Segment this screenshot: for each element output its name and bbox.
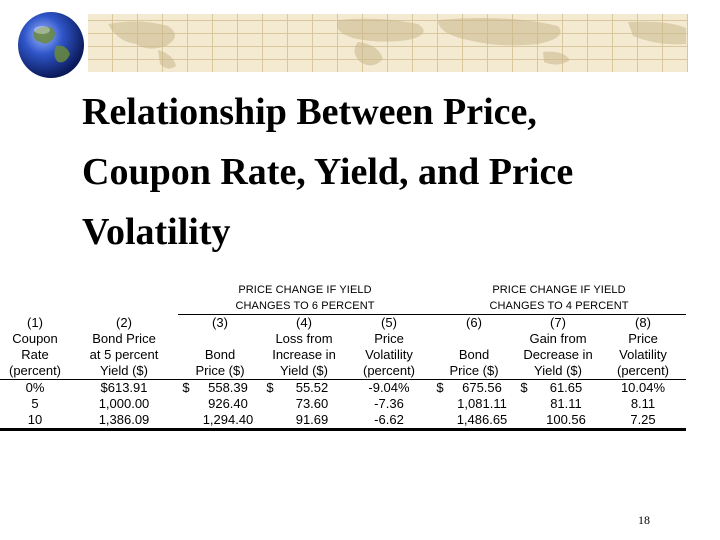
group-header-6pct-sub: CHANGES TO 6 PERCENT — [178, 298, 432, 315]
page-number: 18 — [638, 513, 650, 527]
cell-currency — [178, 412, 194, 431]
cell-currency — [516, 396, 532, 412]
cell-currency — [516, 412, 532, 431]
col-header: Volatility — [619, 347, 667, 362]
cell-bond-price-4pct: 1,081.11 — [457, 396, 507, 411]
col-header: Yield ($) — [70, 363, 178, 380]
col-header: Coupon — [12, 331, 58, 346]
col-number: (3) — [212, 315, 228, 330]
cell-coupon-rate: 0% — [25, 380, 45, 395]
column-header-row: Rate at 5 percent Bond Increase in Volat… — [0, 347, 686, 363]
title-line: Relationship Between Price, — [82, 91, 537, 133]
table-row: 0% $613.91 $ 558.39 $ 55.52 -9.04% $ 675… — [0, 380, 686, 397]
column-number-row: (1) (2) (3) (4) (5) (6) (7) (8) — [0, 315, 686, 332]
col-header: Bond — [458, 347, 490, 362]
cell-loss-from-increase: 55.52 — [295, 380, 329, 395]
col-header — [178, 331, 262, 347]
cell-volatility-6pct: -6.62 — [346, 412, 432, 431]
col-header: at 5 percent — [89, 347, 159, 362]
cell-volatility-6pct: -9.04% — [368, 380, 410, 395]
cell-currency — [432, 412, 448, 431]
col-header: Bond — [204, 347, 236, 362]
col-number: (1) — [27, 315, 43, 330]
bond-price-volatility-table: PRICE CHANGE IF YIELD PRICE CHANGE IF YI… — [0, 282, 686, 431]
title-line: Coupon Rate, Yield, and Price — [82, 151, 574, 193]
group-header-6pct: PRICE CHANGE IF YIELD — [178, 282, 432, 298]
cell-bond-price-5pct: 1,386.09 — [70, 412, 178, 431]
table-row: 10 1,386.09 1,294.40 91.69 -6.62 1,486.6… — [0, 412, 686, 431]
col-header — [432, 331, 516, 347]
cell-bond-price-6pct: 926.40 — [208, 396, 248, 411]
cell-currency: $ — [182, 380, 190, 395]
col-header: (percent) — [0, 363, 70, 380]
cell-volatility-4pct: 10.04% — [620, 380, 666, 395]
cell-currency — [262, 412, 278, 431]
world-map-banner — [88, 14, 688, 72]
cell-bond-price-4pct: 1,486.65 — [448, 412, 516, 431]
cell-loss-from-increase: 91.69 — [278, 412, 346, 431]
cell-volatility-6pct: -7.36 — [374, 396, 404, 411]
col-header: Increase in — [272, 347, 336, 362]
cell-coupon-rate: 10 — [0, 412, 70, 431]
group-header-4pct-sub: CHANGES TO 4 PERCENT — [432, 298, 686, 315]
col-number: (7) — [550, 315, 566, 330]
cell-volatility-4pct: 8.11 — [630, 396, 656, 411]
group-header-line: PRICE CHANGE IF YIELD — [238, 284, 372, 296]
col-header: Volatility — [365, 347, 413, 362]
col-header: Gain from — [529, 331, 587, 346]
cell-coupon-rate: 5 — [31, 396, 39, 411]
group-header-4pct: PRICE CHANGE IF YIELD — [432, 282, 686, 298]
cell-gain-from-decrease: 81.11 — [550, 396, 582, 411]
col-header: Price — [628, 331, 658, 346]
group-header-row: PRICE CHANGE IF YIELD PRICE CHANGE IF YI… — [0, 282, 686, 298]
col-header: Bond Price — [92, 331, 156, 346]
cell-bond-price-5pct: 1,000.00 — [98, 396, 150, 411]
group-header-line: CHANGES TO 4 PERCENT — [489, 300, 629, 312]
table-row: 5 1,000.00 926.40 73.60 -7.36 1,081.11 8… — [0, 396, 686, 412]
group-header-line: CHANGES TO 6 PERCENT — [235, 300, 375, 312]
cell-loss-from-increase: 73.60 — [295, 396, 329, 411]
col-header: Price ($) — [432, 363, 516, 380]
col-number: (2) — [116, 315, 132, 330]
cell-currency: $ — [520, 380, 528, 395]
cell-bond-price-6pct: 558.39 — [208, 380, 248, 395]
world-map-graphic — [108, 18, 686, 69]
column-header-row: (percent) Yield ($) Price ($) Yield ($) … — [0, 363, 686, 380]
slide-title: Relationship Between Price, Coupon Rate,… — [82, 82, 682, 262]
globe-icon — [18, 12, 84, 78]
col-number: (8) — [635, 315, 651, 330]
cell-gain-from-decrease: 100.56 — [532, 412, 600, 431]
col-header: Yield ($) — [516, 363, 600, 380]
cell-currency: $ — [436, 380, 444, 395]
group-header-row: CHANGES TO 6 PERCENT CHANGES TO 4 PERCEN… — [0, 298, 686, 315]
col-number: (5) — [381, 315, 397, 330]
col-header: Price ($) — [178, 363, 262, 380]
col-header: Loss from — [275, 331, 333, 346]
title-line: Volatility — [82, 211, 231, 253]
cell-bond-price-6pct: 1,294.40 — [194, 412, 262, 431]
cell-currency — [262, 396, 278, 412]
cell-bond-price-4pct: 675.56 — [462, 380, 502, 395]
cell-currency — [432, 396, 448, 412]
group-header-line: PRICE CHANGE IF YIELD — [492, 284, 626, 296]
col-header: (percent) — [346, 363, 432, 380]
cell-currency: $ — [266, 380, 274, 395]
cell-currency — [178, 396, 194, 412]
column-header-row: Coupon Bond Price Loss from Price Gain f… — [0, 331, 686, 347]
col-header: Decrease in — [523, 347, 593, 362]
col-number: (4) — [296, 315, 312, 330]
col-number: (6) — [466, 315, 482, 330]
cell-bond-price-5pct: $613.91 — [100, 380, 148, 395]
cell-gain-from-decrease: 61.65 — [549, 380, 583, 395]
col-header: Rate — [21, 347, 49, 362]
cell-volatility-4pct: 7.25 — [600, 412, 686, 431]
col-header: (percent) — [600, 363, 686, 380]
col-header: Yield ($) — [262, 363, 346, 380]
col-header: Price — [374, 331, 404, 346]
